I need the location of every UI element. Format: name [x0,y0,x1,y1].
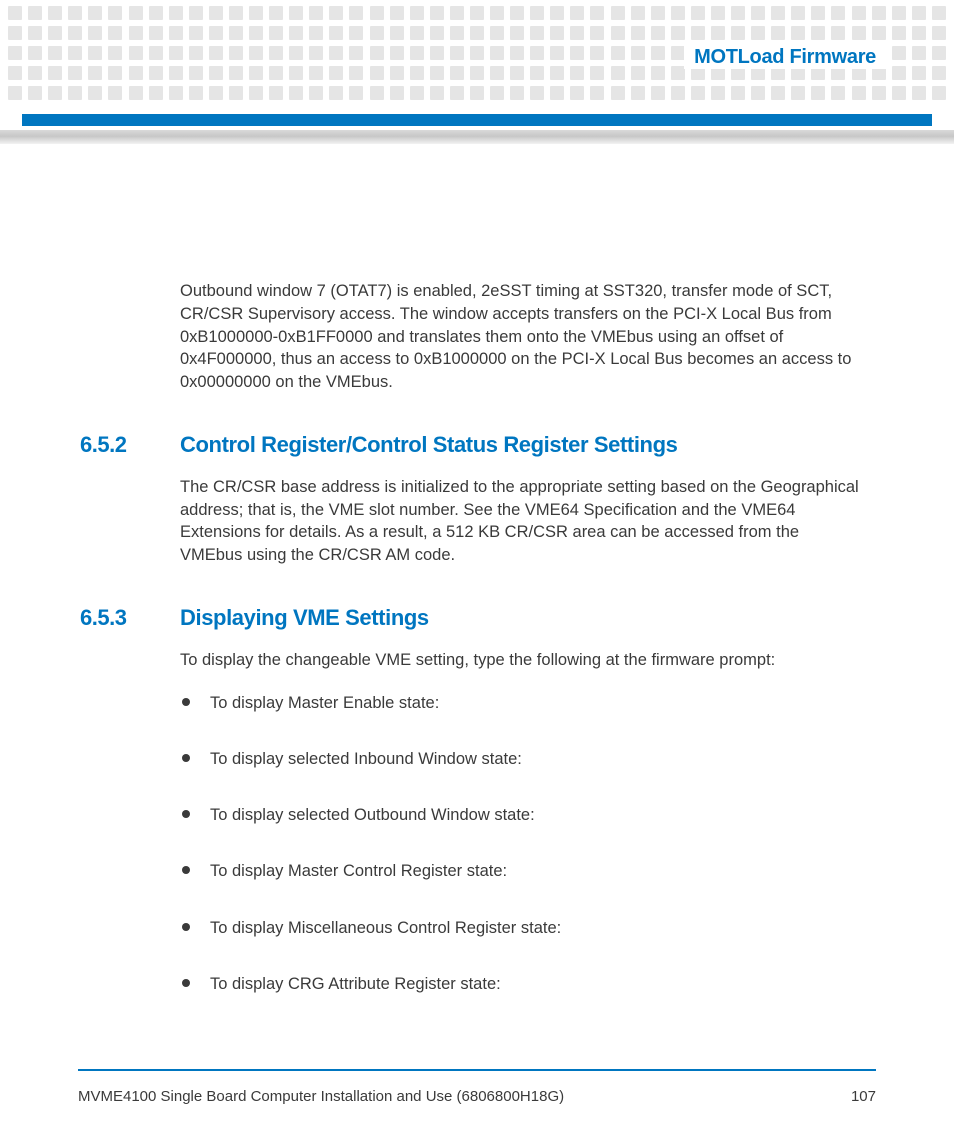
page-content: Outbound window 7 (OTAT7) is enabled, 2e… [180,280,860,1029]
footer-rule [78,1069,876,1071]
section-653-heading: 6.5.3 Displaying VME Settings [80,605,860,631]
section-652-paragraph: The CR/CSR base address is initialized t… [180,476,860,567]
list-item: To display Master Control Register state… [180,860,860,882]
section-title: Displaying VME Settings [180,605,429,631]
footer-doc-title: MVME4100 Single Board Computer Installat… [78,1088,564,1105]
list-item: To display selected Inbound Window state… [180,748,860,770]
section-number: 6.5.2 [80,432,180,458]
footer-page-number: 107 [851,1088,876,1105]
list-item: To display Miscellaneous Control Registe… [180,917,860,939]
list-item: To display selected Outbound Window stat… [180,804,860,826]
page-footer: MVME4100 Single Board Computer Installat… [78,1088,876,1105]
section-652-heading: 6.5.2 Control Register/Control Status Re… [80,432,860,458]
section-number: 6.5.3 [80,605,180,631]
list-item: To display Master Enable state: [180,692,860,714]
section-653-paragraph: To display the changeable VME setting, t… [180,649,860,672]
header-blue-rule [22,114,932,126]
header-gray-rule [0,130,954,144]
page-header-title: MOTLoad Firmware [684,46,886,69]
list-item: To display CRG Attribute Register state: [180,973,860,995]
section-title: Control Register/Control Status Register… [180,432,677,458]
intro-paragraph: Outbound window 7 (OTAT7) is enabled, 2e… [180,280,860,394]
section-653-bullet-list: To display Master Enable state: To displ… [180,692,860,996]
